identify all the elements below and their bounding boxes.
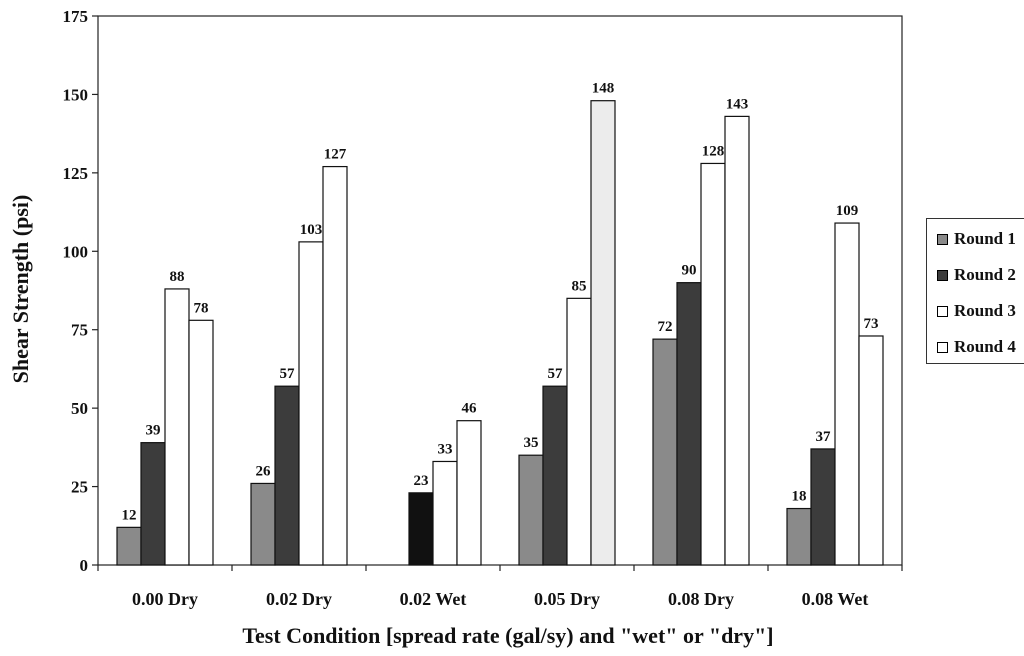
x-category-label: 0.08 Dry: [668, 589, 734, 609]
bar: [786, 507, 812, 566]
y-tick-label: 100: [63, 242, 89, 261]
bar: [590, 100, 616, 566]
bar: [810, 448, 836, 566]
value-labels: 12 39 88 78 26 57 103 127 23 33 46 35 57 85 148 72 90 128…: [122, 81, 879, 524]
bar-value-label: 127: [324, 147, 347, 163]
bar-value-label: 46: [462, 401, 478, 417]
bar-value-label: 57: [548, 366, 564, 382]
bar: [140, 442, 166, 566]
bar: [432, 460, 458, 566]
plot-border: [97, 15, 903, 566]
bar-value-label: 88: [170, 269, 185, 285]
y-axis: 0 25 50 75 100 125 150 175: [63, 7, 98, 575]
bar-value-label: 78: [194, 300, 209, 316]
legend-item: Round 2: [937, 265, 1016, 285]
legend-swatch: [937, 305, 948, 317]
bars: [116, 100, 884, 566]
x-category-label: 0.02 Wet: [400, 589, 467, 609]
bar-value-label: 23: [414, 473, 429, 489]
legend-label: Round 2: [954, 265, 1016, 284]
y-tick-label: 150: [63, 85, 89, 104]
bar: [164, 288, 190, 566]
bar: [250, 482, 276, 566]
bar: [274, 385, 300, 566]
y-tick-label: 50: [71, 399, 88, 418]
legend-item: Round 3: [937, 301, 1016, 321]
bar-value-label: 128: [702, 143, 725, 159]
bar-value-label: 33: [438, 441, 453, 457]
plot-frame: [97, 15, 903, 566]
x-category-label: 0.08 Wet: [802, 589, 869, 609]
bar-value-label: 39: [146, 423, 161, 439]
bar-value-label: 12: [122, 507, 137, 523]
bar-value-label: 35: [524, 435, 539, 451]
legend-swatch: [937, 341, 948, 353]
bar: [518, 454, 544, 566]
bar: [408, 492, 434, 566]
bar: [700, 162, 726, 566]
bar: [456, 420, 482, 566]
bar: [566, 297, 592, 566]
x-category-label: 0.05 Dry: [534, 589, 600, 609]
bar: [676, 282, 702, 566]
x-category-label: 0.00 Dry: [132, 589, 198, 609]
legend-label: Round 1: [954, 229, 1016, 248]
legend-item: Round 1: [937, 229, 1016, 249]
bar: [116, 526, 142, 566]
bar: [322, 165, 348, 566]
legend-label: Round 4: [954, 337, 1016, 356]
bar: [858, 335, 884, 566]
legend-item: Round 4: [937, 337, 1016, 357]
y-tick-label: 125: [63, 164, 89, 183]
bar: [188, 319, 214, 566]
legend-swatch: [937, 269, 948, 281]
bar: [542, 385, 568, 566]
bar-value-label: 90: [682, 263, 697, 279]
bar-value-label: 109: [836, 203, 859, 219]
y-tick-label: 175: [63, 7, 89, 26]
bar-value-label: 57: [280, 366, 296, 382]
bar-value-label: 85: [572, 278, 587, 294]
legend: Round 1 Round 2 Round 3 Round 4: [926, 218, 1024, 364]
legend-swatch: [937, 233, 948, 245]
x-axis-title: Test Condition [spread rate (gal/sy) and…: [242, 623, 773, 648]
y-tick-label: 0: [80, 556, 89, 575]
y-tick-label: 75: [71, 321, 88, 340]
x-category-label: 0.02 Dry: [266, 589, 332, 609]
y-axis-title: Shear Strength (psi): [8, 195, 33, 384]
bar-value-label: 72: [658, 319, 673, 335]
bar-value-label: 37: [816, 429, 832, 445]
bar-value-label: 18: [792, 489, 807, 505]
legend-label: Round 3: [954, 301, 1016, 320]
bar-value-label: 148: [592, 81, 615, 97]
bar: [652, 338, 678, 566]
bar-value-label: 103: [300, 222, 323, 238]
x-axis: 0.00 Dry 0.02 Dry 0.02 Wet 0.05 Dry 0.08 Dry…: [97, 565, 903, 609]
bar: [298, 241, 324, 566]
bar: [834, 222, 860, 566]
bar: [724, 115, 750, 566]
y-tick-label: 25: [71, 478, 88, 497]
bar-value-label: 26: [256, 463, 272, 479]
bar-value-label: 143: [726, 96, 749, 112]
bar-value-label: 73: [864, 316, 879, 332]
